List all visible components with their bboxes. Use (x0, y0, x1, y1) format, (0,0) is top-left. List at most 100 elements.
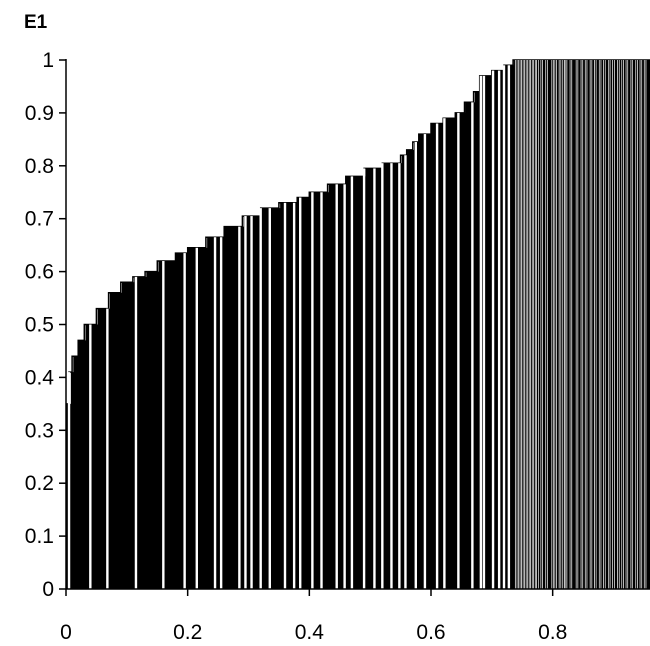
bar (370, 168, 374, 589)
bar-gap (292, 202, 296, 589)
bar (613, 60, 617, 589)
bar (428, 134, 432, 589)
bar-gap (362, 168, 366, 589)
bar (143, 276, 147, 589)
bar (416, 142, 420, 589)
bar (401, 155, 405, 589)
bar-top-edge (66, 59, 650, 405)
bar (185, 253, 189, 589)
bar-gap (497, 70, 501, 589)
bar (75, 356, 79, 589)
bar (66, 403, 70, 589)
bar (392, 163, 396, 589)
y-tick-label: 0.2 (25, 472, 54, 495)
bar (452, 118, 456, 589)
bar (197, 247, 201, 590)
bars-layer (66, 59, 650, 590)
bar (306, 197, 310, 590)
bar-gap (219, 237, 223, 589)
bar (628, 60, 632, 589)
bar (328, 184, 332, 589)
bar (129, 282, 133, 589)
bar (433, 123, 437, 589)
bar (577, 60, 581, 589)
y-tick-label: 1 (42, 49, 54, 72)
bar-gap (268, 208, 271, 589)
bar (117, 292, 121, 589)
bar-gap (283, 202, 287, 589)
bar (216, 237, 220, 589)
bar (542, 60, 546, 589)
x-tick-label: 0 (60, 621, 72, 644)
bar (151, 271, 155, 589)
bar-gap (335, 184, 338, 589)
bar (165, 261, 169, 589)
bar (175, 253, 179, 589)
bar-gap (311, 192, 314, 589)
bar-gap (423, 134, 427, 589)
bar (80, 340, 84, 589)
bar (450, 118, 454, 589)
bar-gap (350, 176, 354, 589)
bar (156, 271, 160, 589)
x-tick-label: 0.4 (295, 621, 325, 644)
bar (581, 60, 585, 589)
bar (277, 208, 281, 589)
bar (559, 60, 563, 589)
bar (136, 276, 140, 589)
bar (112, 292, 116, 589)
y-tick-label: 0.3 (25, 419, 54, 442)
bar (95, 324, 99, 589)
axes-layer (59, 59, 650, 596)
y-axis-label: E1 (24, 12, 48, 33)
bar-gap (134, 276, 138, 589)
bar-gap (259, 208, 262, 589)
bar (316, 192, 320, 589)
bar (586, 60, 590, 589)
bar-gap (381, 163, 384, 589)
bar (445, 118, 449, 589)
bar (494, 70, 498, 589)
bar-gap (471, 102, 474, 589)
bar (647, 60, 650, 589)
bar (314, 192, 318, 589)
bar-gap (479, 75, 483, 590)
bar (199, 247, 203, 590)
bar-gap (404, 155, 407, 589)
bar (516, 60, 520, 589)
bar (177, 253, 181, 589)
bar (438, 123, 442, 589)
bar (474, 91, 478, 590)
bar (618, 60, 622, 589)
bar (241, 226, 245, 589)
bar (192, 247, 196, 590)
bar (163, 261, 167, 589)
bar-gap (443, 118, 446, 589)
bar (270, 208, 274, 589)
bar (126, 282, 130, 589)
bar-gap (507, 65, 511, 590)
bar (187, 247, 191, 590)
bar (231, 226, 235, 589)
bar-gap (414, 142, 417, 589)
bar (591, 60, 595, 589)
bar (348, 176, 352, 589)
bar (131, 282, 135, 589)
bar (472, 102, 476, 589)
bar (287, 202, 291, 589)
bar (173, 261, 177, 589)
bar (572, 60, 576, 589)
bar (394, 163, 398, 589)
bar (355, 176, 359, 589)
bar-gap (343, 184, 346, 589)
bar (326, 192, 330, 589)
bar (508, 65, 512, 590)
bar (107, 308, 111, 589)
bar (309, 192, 313, 589)
bar (338, 184, 342, 589)
bar (358, 176, 362, 589)
bar (304, 197, 308, 590)
bar (418, 134, 422, 589)
y-tick-label: 0.5 (25, 314, 54, 337)
bar (92, 324, 96, 589)
